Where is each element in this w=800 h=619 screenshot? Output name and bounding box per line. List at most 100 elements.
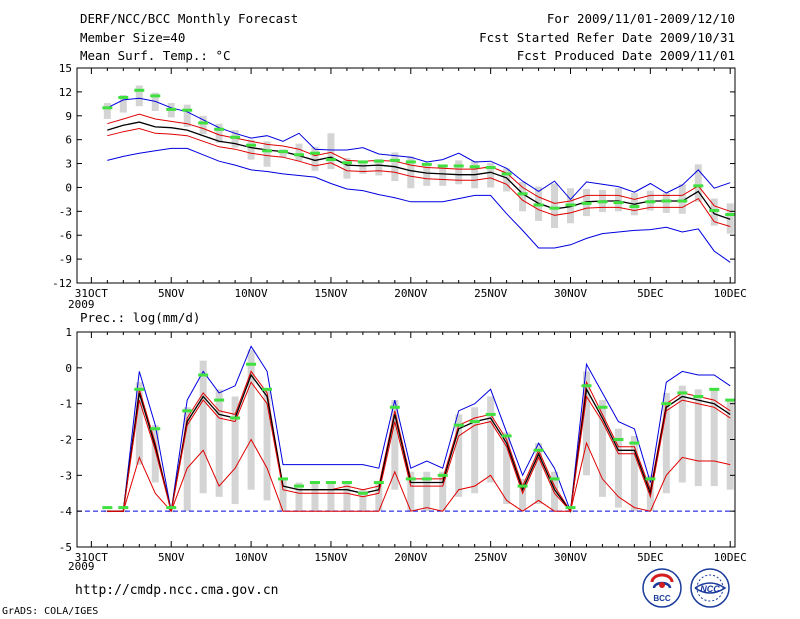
precip-member-range-bar	[519, 478, 527, 512]
temp-member-range-bar	[231, 130, 239, 148]
temp-median-marker	[357, 160, 368, 164]
temp-x-tick-label: 20NOV	[394, 287, 427, 300]
temp-median-marker	[341, 161, 352, 165]
precip-y-tick-label: -1	[59, 398, 72, 411]
temp-member-range-bar	[183, 104, 191, 127]
precip-median-marker	[549, 477, 560, 481]
precip-median-marker	[293, 484, 304, 488]
precip-member-range-bar	[535, 443, 543, 504]
precip-median-marker	[182, 409, 193, 413]
precip-member-range-bar	[359, 489, 367, 512]
temp-member-range-bar	[423, 165, 431, 186]
temp-x-tick-label: 5DEC	[637, 287, 664, 300]
precip-median-marker	[262, 387, 273, 391]
precip-member-range-bar	[327, 482, 335, 512]
precip-member-range-bar	[231, 396, 239, 504]
precip-median-marker	[134, 387, 145, 391]
temp-y-tick-label: 9	[65, 110, 72, 123]
temp-member-range-bar	[551, 183, 559, 229]
temp-median-marker	[373, 159, 384, 163]
precip-median-marker	[597, 405, 608, 409]
precip-x-tick-label: 30NOV	[554, 551, 587, 564]
precip-spread-lower-line	[107, 381, 731, 513]
precip-median-marker	[629, 441, 640, 445]
precip-member-range-bar	[247, 349, 255, 490]
temp-member-range-bar	[375, 158, 383, 176]
precip-y-tick-label: -4	[59, 505, 73, 518]
temp-median-marker	[421, 162, 432, 166]
temp-member-range-bar	[103, 103, 111, 119]
precip-median-marker	[661, 402, 672, 406]
temp-median-marker	[453, 164, 464, 168]
temp-median-marker	[405, 160, 416, 164]
precip-member-range-bar	[375, 482, 383, 512]
temp-member-range-bar	[327, 133, 335, 170]
temp-member-range-bar	[694, 164, 702, 202]
precip-x-tick-label: 20NOV	[394, 551, 427, 564]
temp-median-marker	[293, 153, 304, 157]
bcc-logo: BCC	[642, 568, 682, 608]
precip-x-tick-label: 5NOV	[158, 551, 185, 564]
precip-member-range-bar	[407, 471, 415, 512]
precip-member-range-bar	[135, 382, 143, 465]
precip-member-range-bar	[487, 396, 495, 483]
precip-median-marker	[150, 427, 161, 431]
temp-member-range-bar	[503, 168, 511, 192]
temp-median-marker	[134, 88, 145, 92]
temp-median-marker	[166, 107, 177, 111]
precip-member-range-bar	[726, 400, 734, 490]
precip-median-marker	[357, 491, 368, 495]
precip-member-range-bar	[423, 471, 431, 512]
precip-median-marker	[118, 506, 129, 510]
precip-member-range-bar	[439, 471, 447, 512]
temp-member-range-bar	[263, 141, 271, 167]
precip-y-tick-label: 0	[65, 362, 72, 375]
precip-member-range-bar	[551, 471, 559, 512]
temp-median-marker	[309, 151, 320, 155]
precip-member-range-bar	[598, 400, 606, 497]
temp-member-range-bar	[710, 198, 718, 226]
precip-x-tick-label: 31OCT	[75, 551, 108, 564]
precip-member-range-bar	[614, 428, 622, 508]
precip-x-tick-label: 10NOV	[235, 551, 268, 564]
precip-member-range-bar	[295, 482, 303, 512]
svg-text:NCC: NCC	[700, 584, 720, 594]
precip-x-tick-label: 5DEC	[637, 551, 664, 564]
temp-median-marker	[629, 205, 640, 209]
precip-member-range-bar	[471, 407, 479, 494]
precip-median-marker	[613, 438, 624, 441]
precip-median-marker	[565, 506, 576, 510]
temp-member-range-bar	[614, 188, 622, 212]
temp-member-range-bar	[295, 143, 303, 162]
precip-member-range-bar	[503, 432, 511, 504]
temp-member-range-bar	[407, 156, 415, 189]
temp-y-tick-label: 6	[65, 134, 72, 147]
precip-median-marker	[645, 477, 656, 481]
temp-member-range-bar	[119, 95, 127, 113]
precip-member-range-bar	[710, 389, 718, 487]
temp-member-range-bar	[279, 149, 287, 158]
temp-ensemble-max-line	[107, 97, 731, 201]
precip-median-marker	[469, 420, 480, 424]
precip-median-marker	[517, 484, 528, 488]
temp-median-marker	[725, 213, 736, 217]
precip-median-marker	[453, 423, 464, 427]
precip-member-range-bar	[279, 478, 287, 512]
precip-median-marker	[341, 481, 352, 484]
precip-member-range-bar	[151, 425, 159, 483]
precip-median-marker	[709, 387, 720, 391]
temp-median-marker	[549, 206, 560, 210]
temp-median-marker	[182, 108, 193, 112]
temp-member-range-bar	[519, 181, 527, 212]
forecast-period: For 2009/11/01-2009/12/10	[546, 11, 735, 26]
temp-member-range-bar	[359, 160, 367, 174]
temp-median-marker	[613, 201, 624, 205]
temp-member-range-bar	[439, 165, 447, 186]
temp-median-marker	[389, 158, 400, 162]
temp-x-tick-label: 10DEC	[714, 287, 747, 300]
temp-median-marker	[661, 199, 672, 203]
temp-member-range-bar	[135, 85, 143, 107]
precip-y-tick-label: -2	[59, 434, 72, 447]
precip-ensemble-max-line	[107, 345, 731, 512]
temp-median-marker	[437, 164, 448, 168]
